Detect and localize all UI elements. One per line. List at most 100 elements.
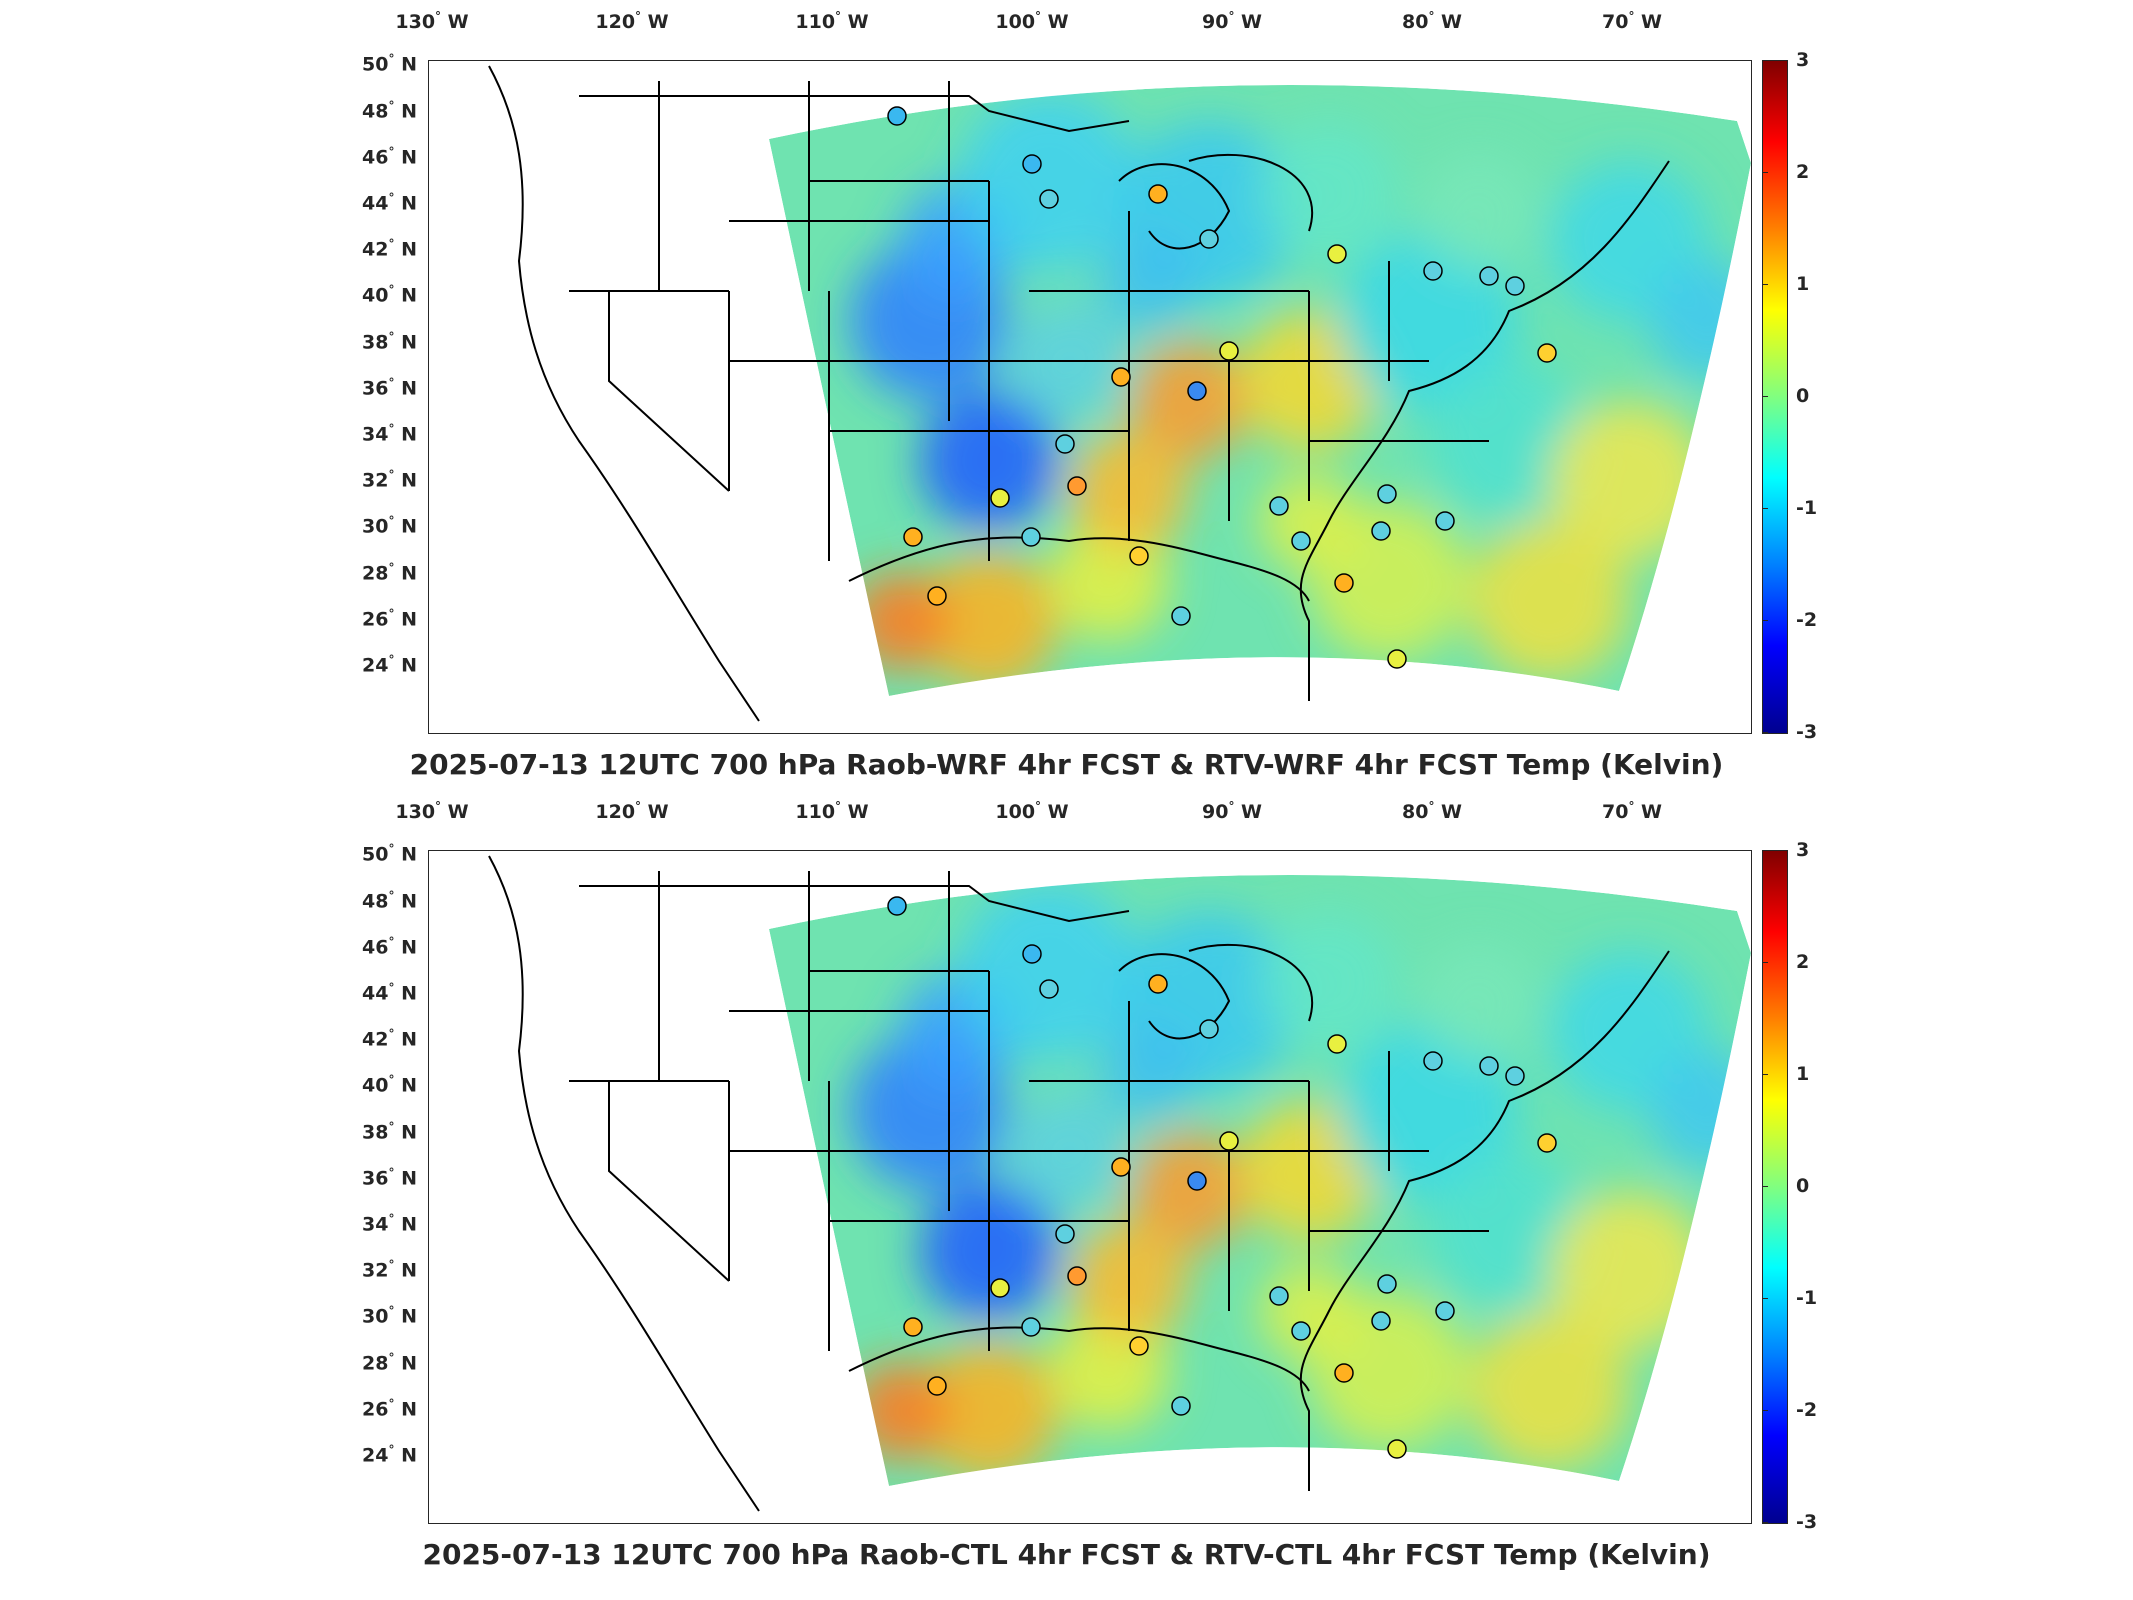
latitude-label-32n: 32° N xyxy=(362,468,417,492)
raob-station-marker xyxy=(1377,1274,1397,1294)
map-boundary-line xyxy=(1118,953,1231,1040)
colorbar-tick-label: -3 xyxy=(1796,721,1818,743)
latitude-label-42n: 42° N xyxy=(362,237,417,261)
raob-station-marker xyxy=(903,1317,923,1337)
colorbar-tick-label: -2 xyxy=(1796,609,1818,631)
raob-station-marker xyxy=(1021,527,1041,547)
colorbar-tick-label: 3 xyxy=(1796,839,1810,861)
longitude-label-80w: 80° W xyxy=(1401,800,1463,824)
panel-title: 2025-07-13 12UTC 700 hPa Raob-WRF 4hr FC… xyxy=(409,748,1724,781)
bottom-panel: 130° W 120° W 110° W 100° W 90° W 80° W 70° W … xyxy=(0,790,2133,1590)
colorbar-tick-mark xyxy=(1762,962,1768,963)
raob-station-marker xyxy=(1269,496,1289,516)
latitude-label-32n: 32° N xyxy=(362,1258,417,1282)
latitude-label-46n: 46° N xyxy=(362,934,417,959)
longitude-label-120w: 120° W xyxy=(595,800,669,824)
map-boundary-line xyxy=(488,855,760,1512)
colorbar-tick-mark xyxy=(1762,1186,1768,1187)
raob-station-marker xyxy=(1187,1171,1207,1191)
raob-station-marker xyxy=(1334,1363,1354,1383)
raob-station-marker xyxy=(1022,154,1042,174)
latitude-label-26n: 26° N xyxy=(362,1396,417,1421)
latitude-label-28n: 28° N xyxy=(362,1350,417,1374)
colorbar-tick-label: 1 xyxy=(1796,273,1810,295)
latitude-label-34n: 34° N xyxy=(362,421,417,446)
latitude-label-40n: 40° N xyxy=(362,283,417,307)
colorbar-tick-mark xyxy=(1762,508,1768,509)
raob-station-marker xyxy=(1067,1266,1087,1286)
raob-station-marker xyxy=(1387,1439,1407,1459)
latitude-label-42n: 42° N xyxy=(362,1027,417,1051)
raob-station-marker xyxy=(1387,649,1407,669)
latitude-label-38n: 38° N xyxy=(362,329,417,353)
latitude-label-28n: 28° N xyxy=(362,560,417,584)
colorbar-tick-mark xyxy=(1762,1074,1768,1075)
raob-station-marker xyxy=(927,586,947,606)
raob-station-marker xyxy=(1219,341,1239,361)
map-boundary-line xyxy=(579,95,1130,133)
raob-station-marker xyxy=(1199,229,1219,249)
map-boundary-line xyxy=(1299,950,1670,1491)
raob-station-marker xyxy=(1327,244,1347,264)
temperature-field xyxy=(769,85,1751,697)
longitude-label-100w: 100° W xyxy=(995,10,1069,34)
raob-station-marker xyxy=(1371,1311,1391,1331)
raob-station-marker xyxy=(1435,511,1455,531)
latitude-label-24n: 24° N xyxy=(362,652,417,677)
panel-title: 2025-07-13 12UTC 700 hPa Raob-CTL 4hr FC… xyxy=(422,1538,1711,1571)
colorbar-tick-mark xyxy=(1762,172,1768,173)
longitude-label-90w: 90° W xyxy=(1201,10,1263,34)
map-boundary-line xyxy=(608,1081,730,1282)
map-boundary-line xyxy=(608,291,730,492)
raob-station-marker xyxy=(887,106,907,126)
latitude-label-26n: 26° N xyxy=(362,606,417,631)
raob-station-marker xyxy=(1111,367,1131,387)
raob-station-marker xyxy=(1269,1286,1289,1306)
colorbar-tick-label: 0 xyxy=(1796,385,1810,407)
map-boundary-line xyxy=(848,1326,1310,1392)
colorbar-tick-label: 3 xyxy=(1796,49,1810,71)
latitude-label-48n: 48° N xyxy=(362,98,417,122)
raob-station-marker xyxy=(1039,979,1059,999)
latitude-label-50n: 50° N xyxy=(362,842,417,866)
raob-station-marker xyxy=(990,1278,1010,1298)
raob-station-marker xyxy=(1111,1157,1131,1177)
longitude-label-130w: 130° W xyxy=(395,10,469,34)
colorbar-tick-mark xyxy=(1762,1522,1768,1523)
longitude-label-70w: 70° W xyxy=(1601,800,1663,824)
latitude-label-50n: 50° N xyxy=(362,52,417,76)
colorbar xyxy=(1762,850,1788,1524)
colorbar-tick-label: 2 xyxy=(1796,161,1810,183)
latitude-label-40n: 40° N xyxy=(362,1073,417,1097)
raob-station-marker xyxy=(1199,1019,1219,1039)
latitude-label-30n: 30° N xyxy=(362,1304,417,1328)
colorbar-tick-mark xyxy=(1762,850,1768,851)
longitude-label-90w: 90° W xyxy=(1201,800,1263,824)
map-plot xyxy=(428,850,1752,1524)
raob-station-marker xyxy=(1129,546,1149,566)
raob-station-marker xyxy=(1219,1131,1239,1151)
raob-station-marker xyxy=(1291,531,1311,551)
map-plot xyxy=(428,60,1752,734)
raob-station-marker xyxy=(1055,434,1075,454)
raob-station-marker xyxy=(903,527,923,547)
colorbar-tick-mark xyxy=(1762,284,1768,285)
longitude-label-80w: 80° W xyxy=(1401,10,1463,34)
latitude-label-44n: 44° N xyxy=(362,190,417,215)
raob-station-marker xyxy=(1334,573,1354,593)
raob-station-marker xyxy=(1327,1034,1347,1054)
raob-station-marker xyxy=(1423,1051,1443,1071)
colorbar-tick-mark xyxy=(1762,1298,1768,1299)
raob-station-marker xyxy=(1039,189,1059,209)
map-boundary-line xyxy=(488,65,760,722)
latitude-label-36n: 36° N xyxy=(362,1165,417,1190)
map-boundary-line xyxy=(848,536,1310,602)
latitude-label-24n: 24° N xyxy=(362,1442,417,1467)
raob-station-marker xyxy=(927,1376,947,1396)
raob-station-marker xyxy=(1479,266,1499,286)
raob-station-marker xyxy=(1055,1224,1075,1244)
raob-station-marker xyxy=(1187,381,1207,401)
colorbar-tick-label: -3 xyxy=(1796,1511,1818,1533)
raob-station-marker xyxy=(1435,1301,1455,1321)
latitude-label-36n: 36° N xyxy=(362,375,417,400)
